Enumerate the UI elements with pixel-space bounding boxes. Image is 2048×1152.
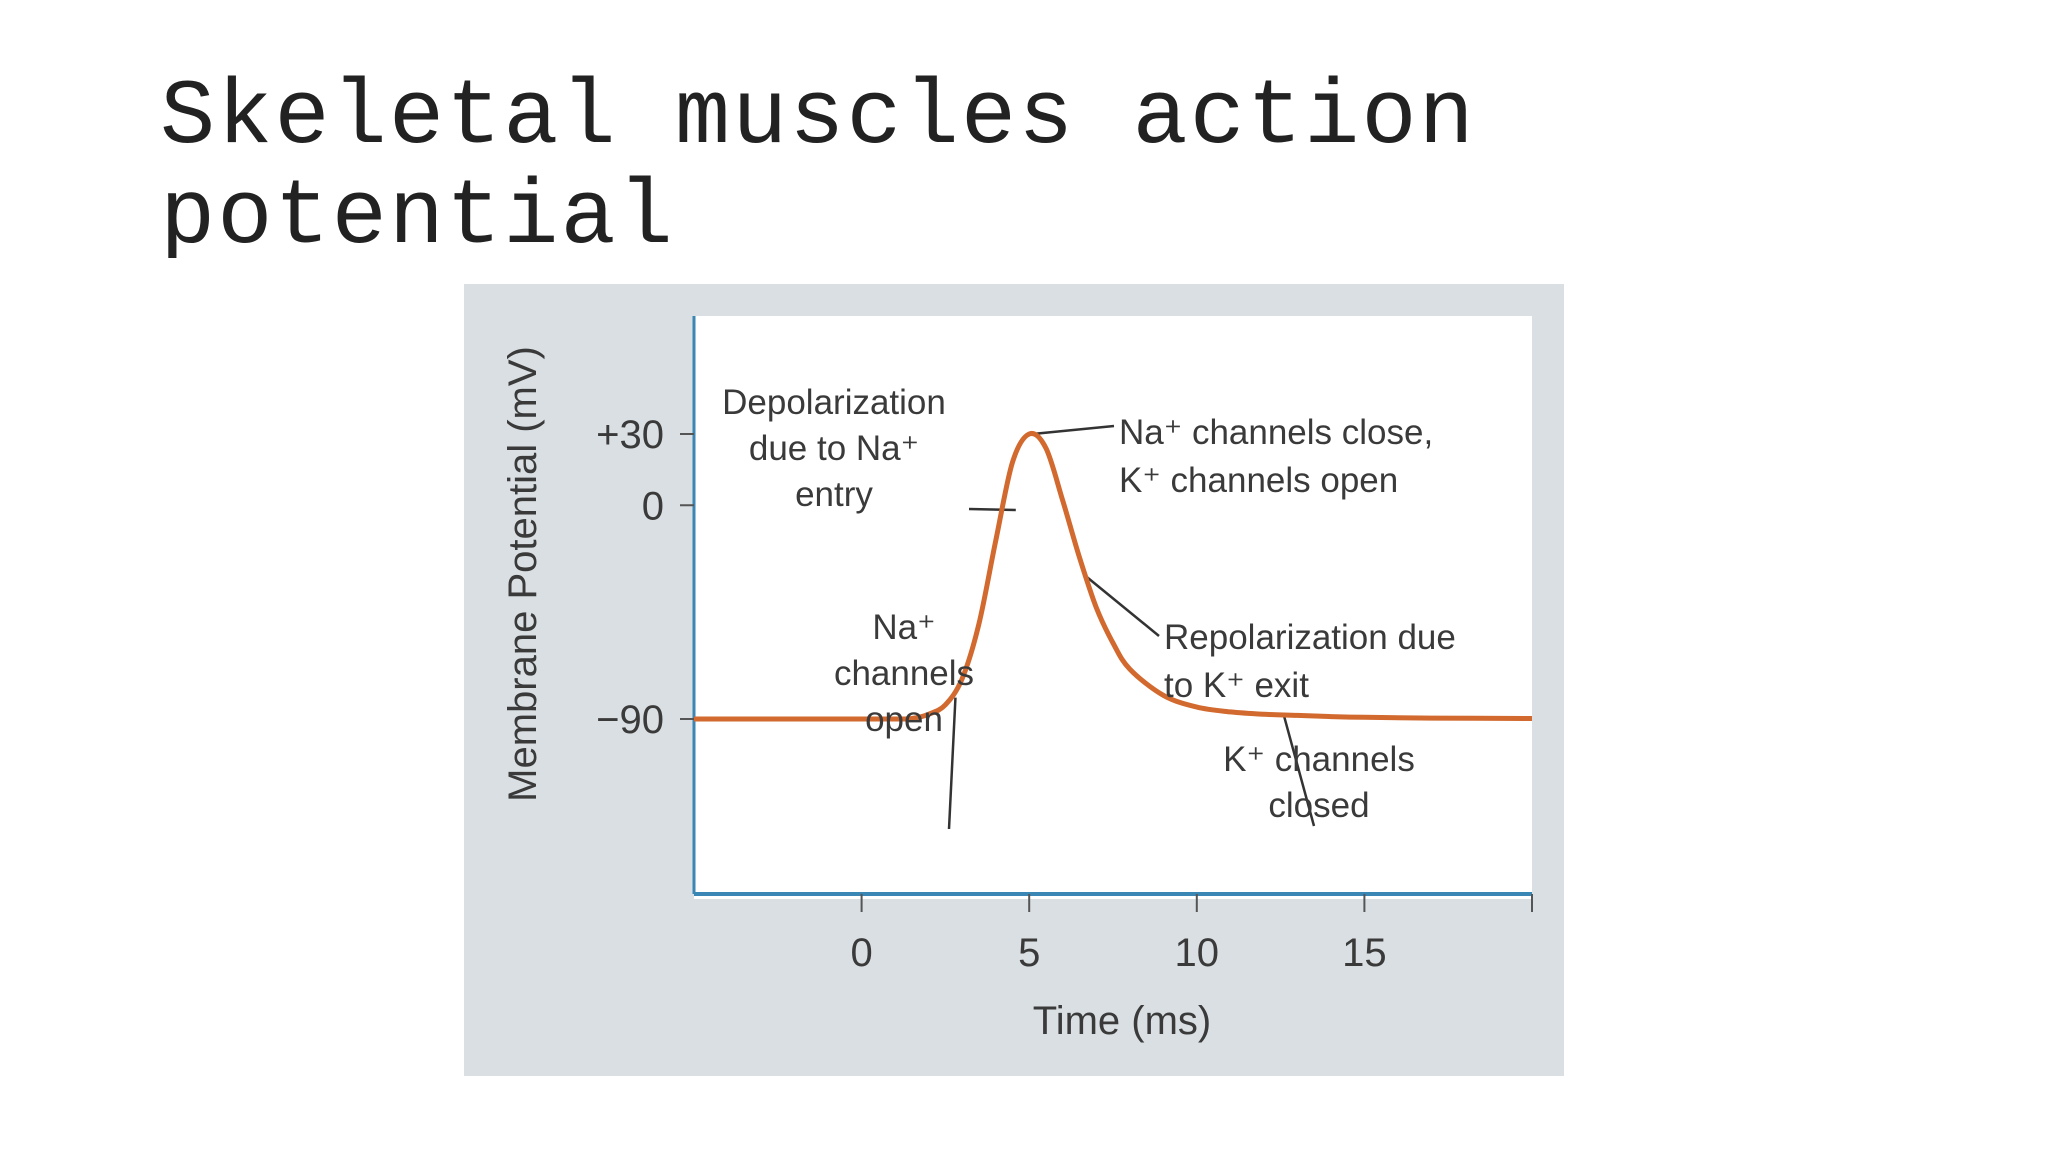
- plot-area-background: [694, 316, 1532, 899]
- x-tick-label: 15: [1342, 931, 1387, 975]
- annotation-leaders: [947, 424, 1316, 830]
- annotation-leader-line: [947, 697, 957, 830]
- data-series: [694, 430, 1533, 722]
- y-tick-label: +30: [596, 413, 664, 457]
- y-axis-title: Membrane Potential (mV): [501, 346, 545, 802]
- annotation-label: Depolarization due to Na⁺ entry: [722, 383, 946, 514]
- action-potential-line: [694, 430, 1533, 722]
- x-tick-label: 10: [1175, 931, 1220, 975]
- action-potential-chart: 0 5 10 15 +30 0 −90 Depolarization due to Na⁺ e…: [501, 316, 1533, 1043]
- y-axis: +30 0 −90: [596, 316, 696, 894]
- annotation-label: Repolarization due to K⁺ exit: [1164, 618, 1456, 705]
- annotation-leader-line: [1085, 575, 1160, 637]
- annotation-leader-line: [968, 507, 1016, 512]
- y-tick-label: −90: [596, 698, 664, 742]
- x-tick-label: 0: [850, 931, 872, 975]
- y-tick-label: 0: [642, 484, 664, 528]
- axis-titles: Time (ms) Membrane Potential (mV): [501, 346, 1211, 1043]
- x-axis: 0 5 10 15: [694, 892, 1533, 975]
- annotation-label: Na⁺ channels open: [834, 608, 974, 739]
- annotation-label: K⁺ channels closed: [1223, 740, 1415, 825]
- annotation-leader-line: [1032, 424, 1115, 436]
- annotation-labels: Depolarization due to Na⁺ entry Na⁺ channel…: [722, 383, 1456, 825]
- x-axis-title: Time (ms): [1033, 999, 1211, 1043]
- annotation-label: Na⁺ channels close, K⁺ channels open: [1119, 413, 1433, 500]
- slide-title: Skeletal muscles action potential: [160, 68, 1534, 258]
- chart-figure-panel: 0 5 10 15 +30 0 −90 Depolarization due to Na⁺ e…: [464, 284, 1564, 1076]
- annotation-leader-line: [1282, 715, 1316, 827]
- x-tick-label: 5: [1018, 931, 1040, 975]
